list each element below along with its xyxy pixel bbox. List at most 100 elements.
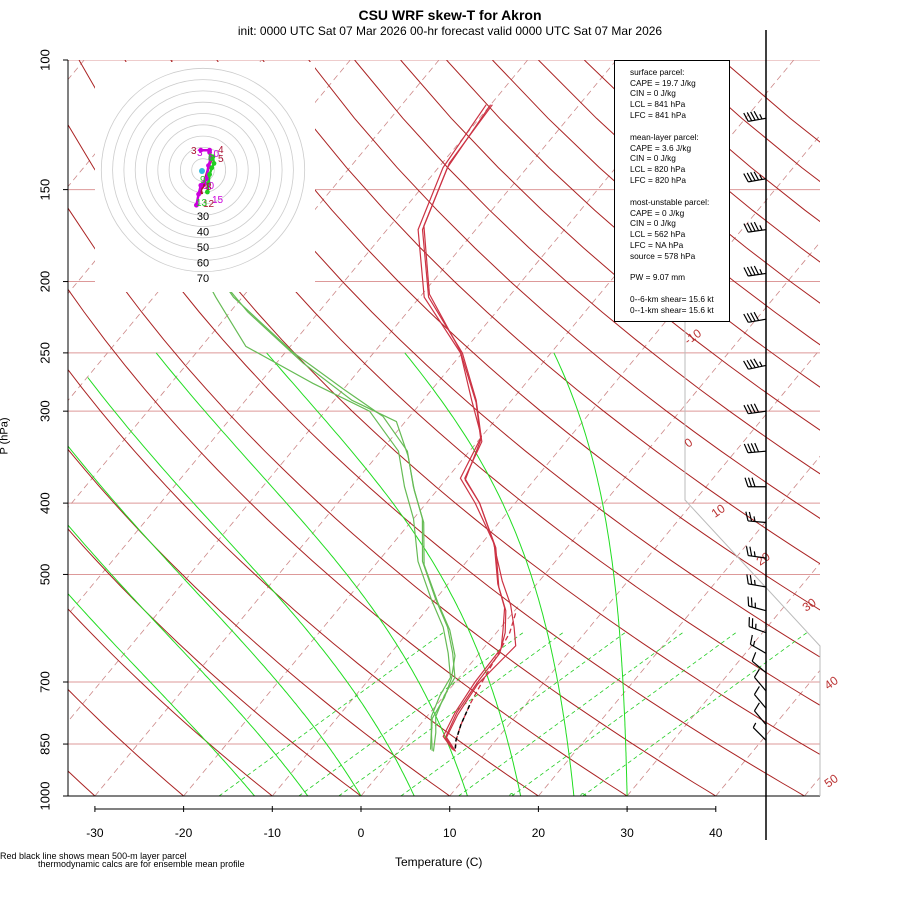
wind-barb-flag <box>753 686 760 695</box>
wind-barb-flag <box>744 477 749 487</box>
isotherm-line <box>715 669 820 796</box>
mixing-ratio-label: 20 <box>575 791 591 807</box>
wind-barb-half-flag <box>753 551 756 557</box>
dry-adiabat <box>721 60 820 143</box>
moist-adiabat <box>68 524 309 796</box>
wind-barb-flag <box>743 443 749 453</box>
hodograph-point <box>210 154 216 160</box>
hodograph-point <box>211 161 217 166</box>
hodograph-ring <box>100 67 306 273</box>
x-tick-label: 0 <box>358 826 365 840</box>
hodograph-ring <box>112 79 294 261</box>
wind-barb-flag <box>749 574 753 585</box>
wind-barb-flag <box>753 265 760 275</box>
dry-adiabat <box>308 60 820 519</box>
wind-barb-flag <box>749 359 756 369</box>
wind-barb-flag <box>746 222 753 232</box>
wind-barb-staff <box>753 710 767 726</box>
precipitable-water: PW = 9.07 mm <box>630 272 685 283</box>
mixing-ratio-line <box>582 632 808 796</box>
wind-barb-flag <box>743 267 749 277</box>
hodograph-ring <box>157 124 249 216</box>
wind-barb-half-flag <box>759 225 763 231</box>
wind-barb-flag <box>753 171 760 181</box>
moist-adiabat <box>68 593 255 796</box>
wind-barb-flag <box>753 311 760 321</box>
dry-adiabat <box>68 608 273 796</box>
hodograph-point <box>205 189 210 195</box>
wind-barb-flag <box>747 596 750 607</box>
hodograph-point <box>207 150 213 155</box>
dry-adiabat <box>262 60 820 565</box>
wind-barb-flag <box>747 443 753 453</box>
wind-barb-flag <box>743 173 749 183</box>
mixing-ratio-line <box>511 632 737 796</box>
dry-adiabat <box>68 688 184 796</box>
dry-adiabat <box>68 368 539 796</box>
wind-barb-flag <box>750 266 756 276</box>
wind-barb-staff <box>748 520 767 524</box>
wind-barb-flag <box>746 172 753 182</box>
chart-title: CSU WRF skew-T for Akron <box>358 7 542 23</box>
wind-barb-staff <box>753 676 767 692</box>
hodograph-ring-label: 40 <box>197 227 209 239</box>
hodograph-ring-label: 60 <box>197 258 209 270</box>
hodograph-point <box>194 202 199 208</box>
y-tick-label: 400 <box>37 492 52 514</box>
parcel-path-line <box>454 610 518 749</box>
hodograph-ring <box>123 90 283 250</box>
footnote-line-1: Red black line shows mean 500-m layer pa… <box>0 851 187 861</box>
moist-adiabat <box>68 445 362 796</box>
dry-adiabat <box>400 60 820 431</box>
mixing-ratio-label: 3 <box>331 795 343 806</box>
mixing-ratio-line <box>298 632 524 796</box>
moist-adiabat <box>553 352 628 796</box>
wind-barb-half-flag <box>753 516 756 522</box>
hodograph-point <box>198 183 204 188</box>
mixing-ratio-line <box>458 632 683 796</box>
wind-barb-staff <box>748 625 767 634</box>
chart-subtitle: init: 0000 UTC Sat 07 Mar 2026 00-hr for… <box>237 24 663 38</box>
wind-barb-half-flag <box>752 722 757 728</box>
wind-barb-flag <box>753 358 760 368</box>
info-line: CIN = 0 J/kg <box>630 218 676 229</box>
wind-barb-flag <box>753 668 760 678</box>
x-tick-label: 10 <box>443 826 457 840</box>
isotherm-label: 30 <box>800 595 819 614</box>
hodograph-point-label: 15 <box>212 195 224 206</box>
hodograph-point <box>206 180 211 186</box>
hodograph-point-label: 8 <box>206 182 212 193</box>
wind-barb-flag <box>746 313 753 323</box>
hodograph-point-label: 13 <box>196 198 208 209</box>
mixing-ratio-label: 1 <box>212 795 224 806</box>
temperature-line <box>423 104 517 752</box>
moist-adiabat <box>404 352 575 796</box>
dry-adiabat <box>68 123 805 796</box>
hodograph-point-label: 12 <box>203 199 215 210</box>
y-tick-label: 150 <box>37 179 52 201</box>
hodograph-ring <box>146 113 260 227</box>
most-unstable-parcel-section: most-unstable parcel: CAPE = 0 J/kg CIN … <box>630 197 709 261</box>
y-tick-label: 250 <box>37 342 52 364</box>
wind-barb-flag <box>750 312 756 322</box>
wind-barb-staff <box>752 727 767 741</box>
wind-barb-flag <box>746 574 749 584</box>
x-tick-label: 30 <box>620 826 634 840</box>
hodograph-ring-label: 50 <box>197 242 209 254</box>
mixing-ratio-lines: 1 2 3 5 8 12 20 <box>212 632 808 807</box>
footnote-line-2: thermodynamic calcs are for ensemble mea… <box>38 859 245 869</box>
wind-barb-half-flag <box>752 640 756 647</box>
x-tick-label: -20 <box>175 826 193 840</box>
hodograph-point <box>203 176 209 182</box>
hodograph-point-label: 5 <box>218 154 224 165</box>
info-line: most-unstable parcel: <box>630 197 710 207</box>
hodograph-ring-label: 30 <box>197 211 209 223</box>
hodograph-point-label: 10 <box>203 181 215 192</box>
info-line: CIN = 0 J/kg <box>630 88 676 99</box>
wind-barb-half-flag <box>759 269 763 275</box>
x-axis-label: Temperature (C) <box>395 855 483 869</box>
hodograph-point-label: 1 <box>208 152 214 163</box>
hodograph-ring <box>168 135 238 205</box>
